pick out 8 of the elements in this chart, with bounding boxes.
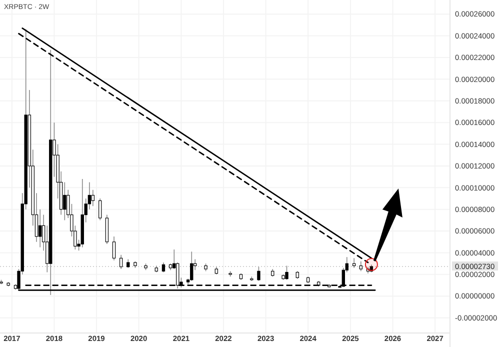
candlestick [285, 265, 288, 280]
candlestick [162, 262, 166, 273]
candlestick [257, 266, 260, 282]
candlestick [119, 254, 123, 270]
candlestick [38, 208, 42, 248]
candlestick [190, 251, 194, 282]
candlestick [359, 261, 362, 272]
candlestick [63, 182, 66, 221]
